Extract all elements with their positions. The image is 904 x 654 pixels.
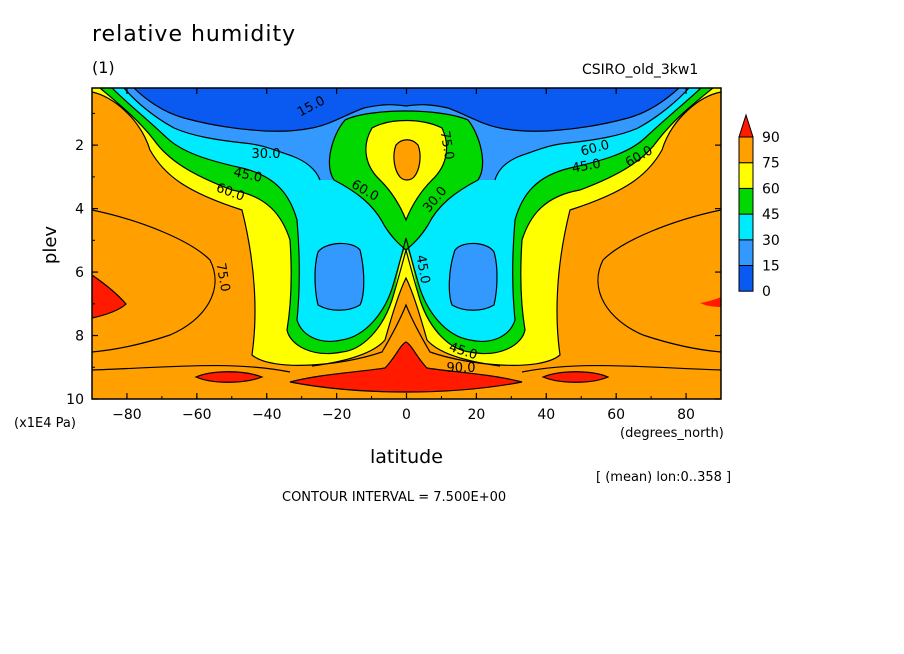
colorbar-segment — [738, 187, 754, 215]
x-tick-label: 80 — [677, 407, 695, 423]
band-90-left-lobe — [196, 371, 262, 383]
y-tick-label: 6 — [75, 265, 84, 281]
x-tick-label: −80 — [112, 407, 142, 423]
colorbar-segment — [738, 265, 754, 292]
colorbar-segment — [738, 136, 754, 164]
band-0-15 — [134, 88, 679, 132]
band-90-surface-center — [290, 342, 522, 392]
y-tick-label: 2 — [75, 138, 84, 154]
band-75-90-lower — [312, 278, 500, 366]
contour-label: 60.0 — [579, 138, 611, 160]
colorbar-segment — [738, 213, 754, 241]
contour-label: 90.0 — [447, 361, 476, 376]
band-90-right-lobe — [543, 371, 608, 383]
contour-lines — [92, 88, 721, 393]
band-90-right-edge — [700, 297, 721, 307]
y-axis-label: plev — [40, 226, 61, 265]
colorbar-segment — [738, 162, 754, 189]
colorbar-label: 75 — [762, 156, 780, 172]
filled-contours: 15.030.045.060.075.090.045.060.0 30.045.0… — [92, 88, 721, 399]
x-tick-label: −40 — [252, 407, 282, 423]
colorbar-segment — [738, 239, 754, 267]
x-tick-label: −20 — [322, 407, 352, 423]
colorbar-label: 45 — [762, 207, 780, 223]
contour-interval: CONTOUR INTERVAL = 7.500E+00 — [282, 490, 507, 505]
colorbar-label: 30 — [762, 233, 780, 249]
chart-title: relative humidity — [92, 22, 297, 47]
model-name: CSIRO_old_3kw1 — [582, 62, 699, 78]
mean-note: [ (mean) lon:0..358 ] — [596, 470, 732, 485]
contour-label: 30.0 — [252, 147, 281, 162]
x-axis-label: latitude — [370, 446, 443, 468]
band-90-left-edge — [92, 275, 126, 318]
x-tick-label: 40 — [537, 407, 555, 423]
contour-label: 75.0 — [437, 130, 457, 161]
contour-label: 45.0 — [571, 157, 602, 177]
colorbar-label: 0 — [762, 284, 771, 300]
y-tick-label: 4 — [75, 202, 84, 218]
band-15-30-left-cell — [315, 243, 364, 311]
x-axis-unit: (degrees_north) — [620, 426, 724, 441]
band-15-30-right-cell — [449, 243, 497, 311]
contour-label: 75.0 — [213, 262, 233, 293]
panel-label: (1) — [92, 58, 115, 77]
contour-label: 45.0 — [232, 165, 263, 186]
y-axis-unit: (x1E4 Pa) — [14, 416, 76, 431]
y-tick-label: 8 — [75, 329, 84, 345]
band-75-90-center — [393, 139, 421, 180]
colorbar-label: 15 — [762, 259, 780, 275]
colorbar: 0 15 30 45 60 75 90 — [738, 113, 780, 300]
x-tick-label: 0 — [402, 407, 411, 423]
x-tick-label: 60 — [607, 407, 625, 423]
colorbar-label: 60 — [762, 181, 780, 197]
contour-label: 45.0 — [413, 254, 433, 285]
colorbar-label: 90 — [762, 130, 780, 146]
colorbar-extend-triangle — [738, 113, 754, 138]
x-tick-label: 20 — [467, 407, 485, 423]
y-tick-label: 10 — [66, 392, 84, 408]
x-tick-label: −60 — [182, 407, 212, 423]
axes: −80 −60 −40 −20 0 20 40 60 80 2 4 6 8 10 plev — [40, 88, 722, 423]
